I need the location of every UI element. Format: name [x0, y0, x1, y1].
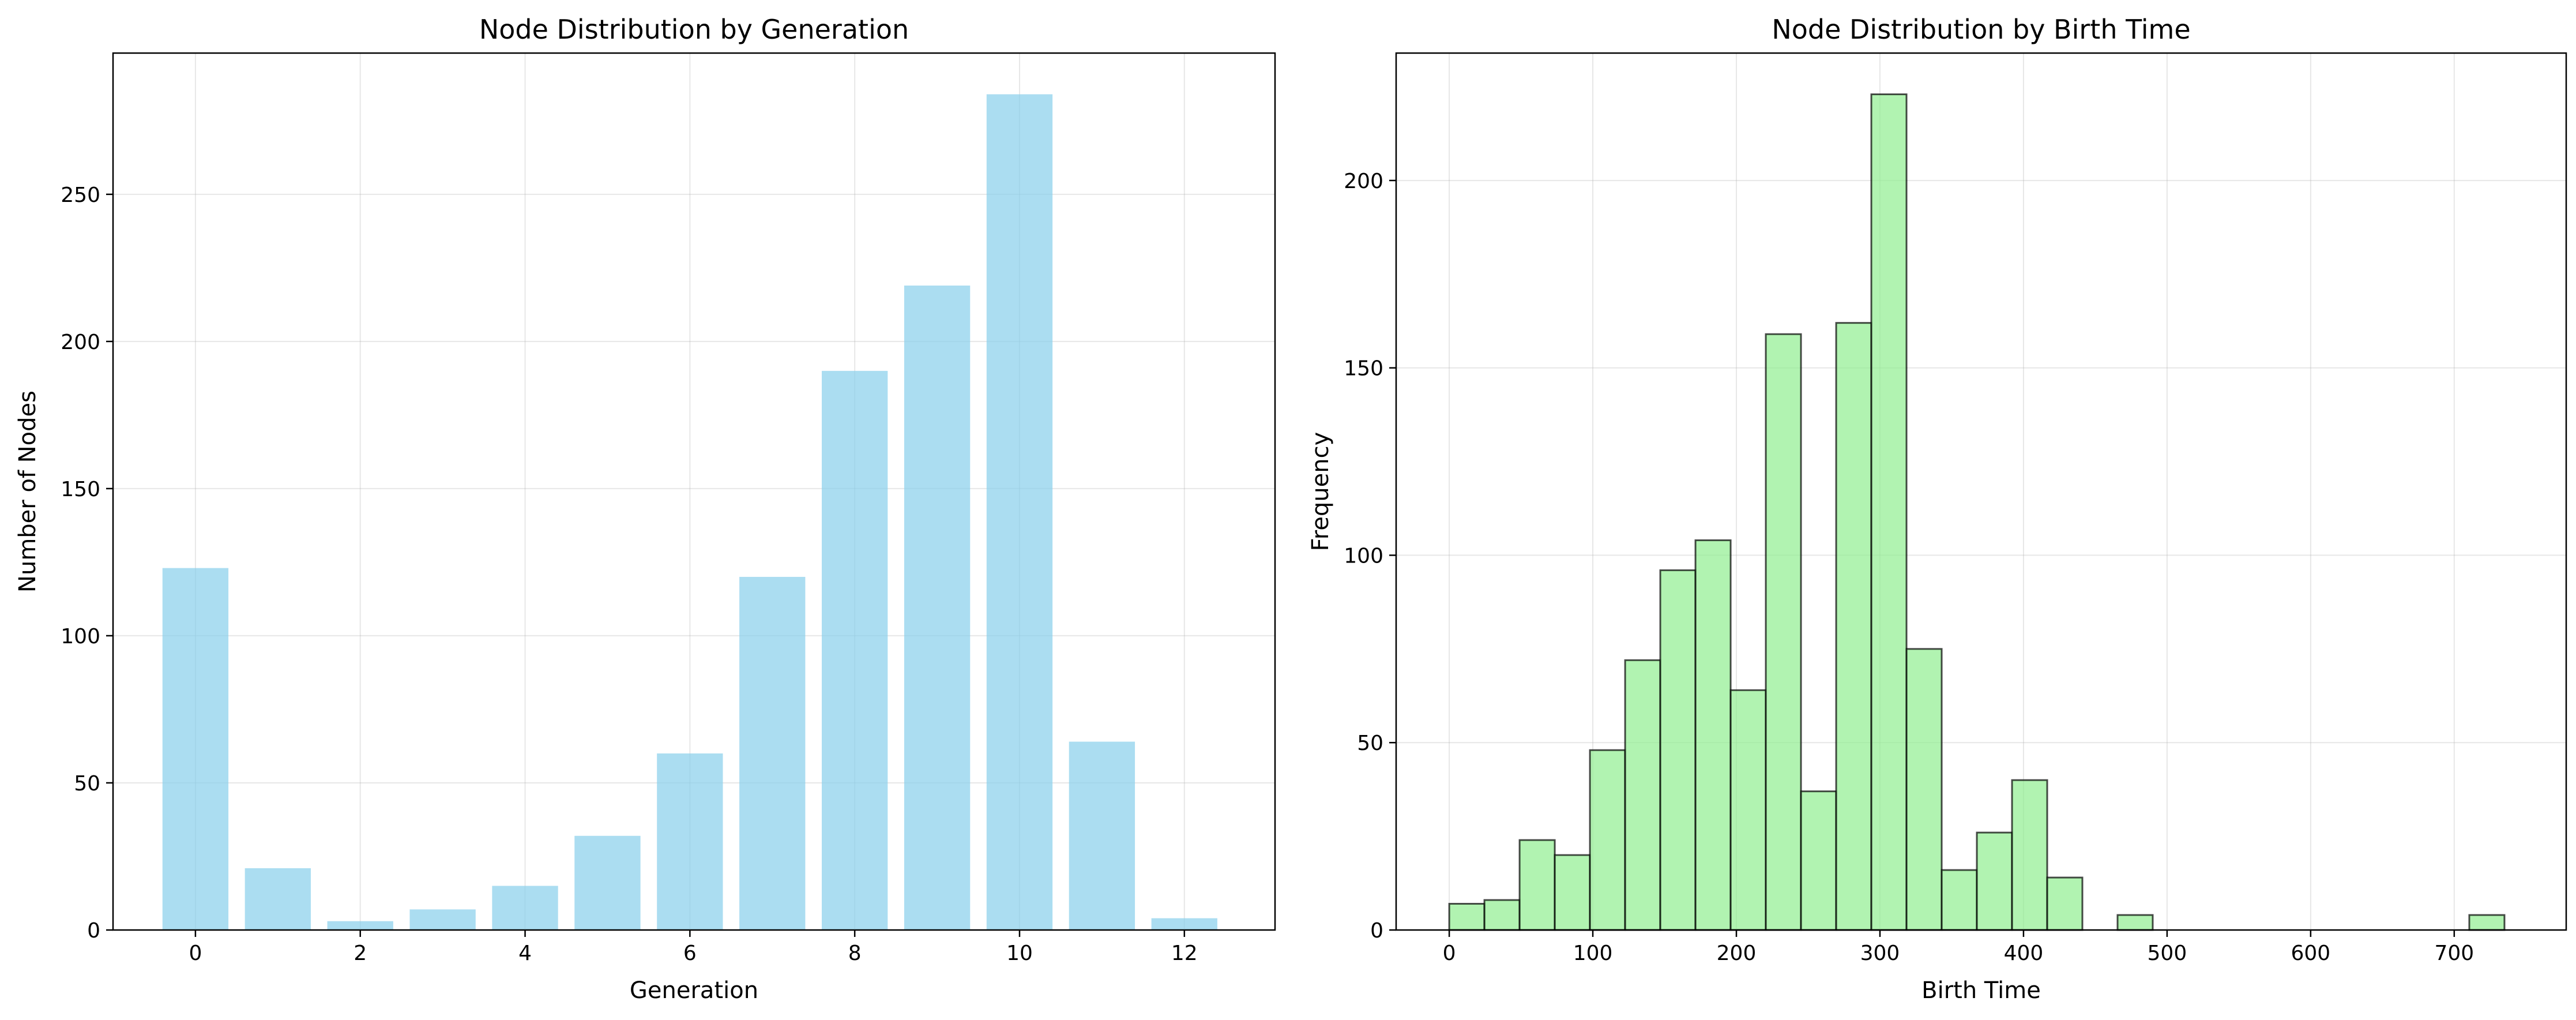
generation-bar	[657, 753, 723, 930]
birth-time-histogram-bar	[1941, 869, 1978, 931]
birth-time-histogram-bar	[1835, 322, 1872, 931]
generation-y-tick-label: 50	[74, 772, 100, 796]
generation-bar	[739, 576, 806, 930]
generation-y-tick-label: 100	[61, 625, 100, 648]
generation-bar	[245, 868, 311, 930]
generation-x-tick-label: 10	[1006, 942, 1033, 965]
birth-time-x-tick-label: 500	[2148, 942, 2187, 965]
generation-bar	[1151, 918, 1217, 930]
generation-x-tick-label: 4	[518, 942, 532, 965]
generation-chart-title: Node Distribution by Generation	[479, 14, 909, 45]
birth-time-histogram-bar	[1448, 903, 1486, 931]
birth-time-y-tick-label: 0	[1370, 919, 1383, 943]
generation-x-tick-label: 8	[848, 942, 862, 965]
birth-time-y-tick-label: 100	[1344, 544, 1383, 568]
generation-chart: 0 2 4 6 8 10 12 0 50 100 150 200 250 Node Distributi…	[14, 14, 1276, 1004]
birth-time-x-tick-label: 100	[1573, 942, 1613, 965]
generation-y-tick-label: 150	[61, 478, 100, 501]
birth-time-x-tick-label: 200	[1717, 942, 1757, 965]
birth-time-histogram-bar	[1589, 749, 1626, 931]
birth-time-x-tick-label: 600	[2291, 942, 2330, 965]
birth-time-chart: 0 100 200 300 400 500 600 700 0 50 100 150 200 Node …	[1307, 14, 2567, 1004]
generation-bar	[574, 835, 641, 930]
generation-x-tick-label: 12	[1171, 942, 1198, 965]
birth-time-histogram-bar	[1729, 689, 1767, 931]
birth-time-histogram-bar	[1518, 839, 1556, 931]
birth-time-x-tick-label: 700	[2434, 942, 2474, 965]
generation-y-axis-label: Number of Nodes	[14, 391, 41, 592]
generation-x-tick-label: 0	[189, 942, 202, 965]
birth-time-x-tick-label: 400	[2004, 942, 2044, 965]
generation-y-tick-label: 250	[61, 183, 100, 207]
generation-y-tick-label: 0	[87, 919, 100, 943]
generation-x-tick-label: 6	[683, 942, 697, 965]
birth-time-y-tick-label: 50	[1357, 732, 1383, 755]
generation-bar	[492, 886, 558, 930]
birth-time-x-tick-label: 300	[1860, 942, 1900, 965]
birth-time-histogram-bar	[2046, 876, 2084, 931]
generation-plot-frame	[112, 52, 1276, 931]
birth-time-histogram-bar	[2116, 914, 2154, 931]
birth-time-x-axis-label: Birth Time	[1921, 977, 2041, 1004]
generation-bar	[162, 568, 229, 930]
birth-time-histogram-bar	[1870, 93, 1908, 931]
birth-time-histogram-bar	[1659, 569, 1697, 931]
generation-bar	[1069, 741, 1135, 930]
birth-time-histogram-bar	[1800, 790, 1837, 931]
generation-bar	[327, 921, 393, 930]
birth-time-x-tick-label: 0	[1443, 942, 1456, 965]
generation-bar	[822, 370, 888, 930]
birth-time-y-tick-label: 200	[1344, 170, 1383, 193]
generation-x-tick-label: 2	[354, 942, 367, 965]
birth-time-plot-frame	[1395, 52, 2567, 931]
birth-time-histogram-bar	[1554, 854, 1591, 931]
generation-x-axis-label: Generation	[630, 977, 758, 1004]
generation-bar	[409, 909, 476, 930]
birth-time-histogram-bar	[1483, 899, 1521, 931]
generation-y-tick-label: 200	[61, 331, 100, 354]
birth-time-histogram-bar	[1765, 333, 1802, 931]
birth-time-histogram-bar	[1905, 648, 1943, 931]
birth-time-y-axis-label: Frequency	[1307, 432, 1334, 552]
birth-time-histogram-bar	[2011, 779, 2048, 931]
birth-time-histogram-bar	[1694, 539, 1732, 931]
birth-time-chart-title: Node Distribution by Birth Time	[1772, 14, 2190, 45]
birth-time-histogram-bar	[2468, 914, 2506, 931]
generation-bar	[986, 94, 1053, 930]
generation-bar	[904, 285, 971, 931]
birth-time-y-tick-label: 150	[1344, 357, 1383, 381]
birth-time-histogram-bar	[1976, 831, 2013, 931]
birth-time-histogram-bar	[1624, 659, 1661, 931]
